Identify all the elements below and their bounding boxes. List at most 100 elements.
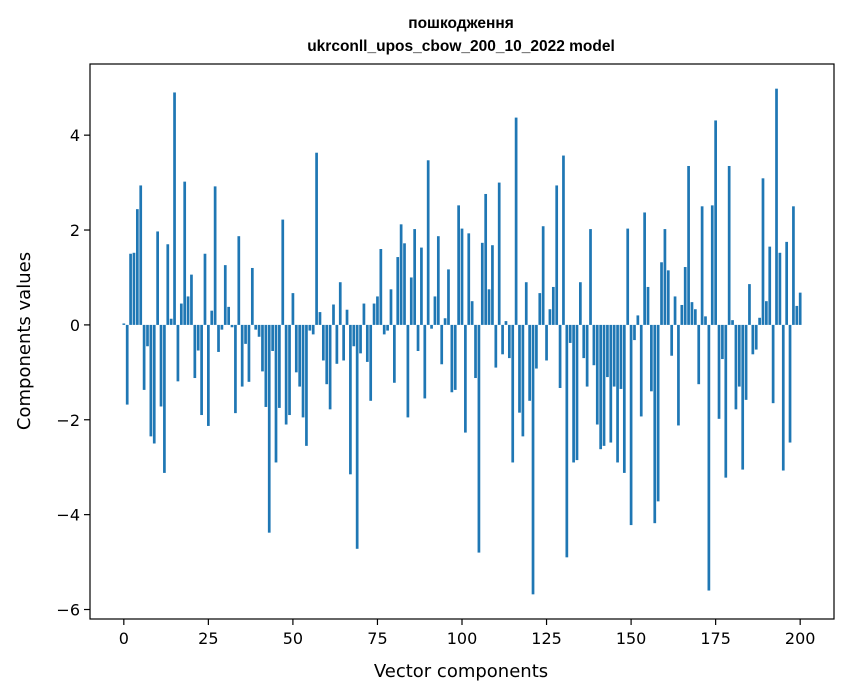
bar (737, 324, 741, 387)
bar (595, 324, 599, 425)
bar (579, 282, 582, 325)
bar (345, 309, 349, 325)
bar (362, 303, 366, 325)
bar (389, 289, 393, 325)
bar (359, 324, 362, 354)
bar (129, 253, 132, 325)
bar (677, 324, 680, 426)
x-tick-label: 50 (283, 629, 303, 648)
y-axis-ticks: −6 −4 −2 0 2 4 (56, 126, 90, 620)
bar (650, 324, 653, 392)
bar (616, 324, 619, 463)
bar (599, 324, 603, 450)
bar (714, 120, 717, 325)
bar (717, 324, 721, 419)
bar (240, 324, 244, 387)
bar (332, 304, 335, 325)
bar (396, 257, 400, 325)
bar (173, 92, 176, 325)
bar (758, 317, 761, 325)
bar (230, 324, 234, 328)
bar (626, 228, 630, 325)
bar (690, 302, 694, 325)
bar (305, 324, 308, 446)
bar (190, 274, 193, 325)
bar (426, 160, 430, 325)
plot-frame (89, 63, 835, 620)
x-axis-label: Vector components (374, 661, 548, 682)
bar (403, 243, 406, 325)
bar (247, 324, 251, 382)
bar (217, 324, 220, 352)
bar (727, 165, 731, 325)
bar (379, 249, 383, 325)
bar (213, 186, 217, 325)
bar (186, 296, 190, 325)
bar (606, 324, 609, 378)
bar (622, 324, 626, 473)
bar (193, 324, 197, 379)
bar (558, 324, 562, 388)
y-tick-label: −2 (56, 411, 80, 430)
bar (237, 236, 241, 325)
bar (538, 293, 542, 325)
bar (541, 226, 545, 325)
bar (704, 316, 707, 325)
bar (342, 324, 345, 361)
bar (721, 324, 724, 360)
bar (271, 324, 274, 351)
bar (281, 219, 285, 325)
bars-group (122, 88, 802, 595)
bar (250, 267, 254, 325)
bar (257, 324, 261, 337)
bar (639, 324, 643, 417)
bar (633, 324, 636, 341)
x-tick-label: 175 (700, 629, 731, 648)
bar (234, 324, 237, 414)
x-tick-label: 125 (531, 629, 562, 648)
bar (376, 296, 379, 325)
bar (453, 324, 457, 390)
bar (416, 324, 420, 351)
bar (707, 324, 711, 591)
y-tick-label: −6 (56, 601, 80, 620)
bar (196, 324, 200, 351)
bar (562, 155, 565, 325)
bar (514, 117, 518, 325)
bar (731, 320, 734, 325)
bar (321, 324, 325, 361)
bar (406, 324, 410, 418)
bar (491, 245, 494, 325)
bar (220, 324, 224, 330)
bar (680, 304, 684, 325)
bar (163, 324, 166, 473)
bar (724, 324, 728, 478)
bar (555, 185, 559, 325)
bar (176, 324, 180, 382)
bar (440, 324, 444, 365)
bar (457, 205, 460, 325)
bar (788, 324, 792, 443)
bar (687, 165, 690, 325)
bar (792, 206, 795, 325)
bar (643, 212, 646, 325)
bar (349, 324, 352, 475)
bar (335, 324, 339, 364)
bar (565, 324, 569, 558)
bar (227, 306, 231, 325)
bar (474, 324, 477, 379)
bar (132, 252, 136, 325)
bar (430, 324, 433, 329)
bar (545, 324, 548, 361)
bar (531, 324, 535, 595)
bar (328, 324, 332, 410)
bar (183, 181, 187, 325)
bar (386, 324, 389, 331)
bar (582, 324, 586, 359)
bar (355, 324, 359, 549)
bar (589, 229, 592, 325)
bar (135, 209, 139, 325)
bar (179, 303, 183, 325)
bar (781, 324, 785, 471)
bar (298, 324, 302, 387)
